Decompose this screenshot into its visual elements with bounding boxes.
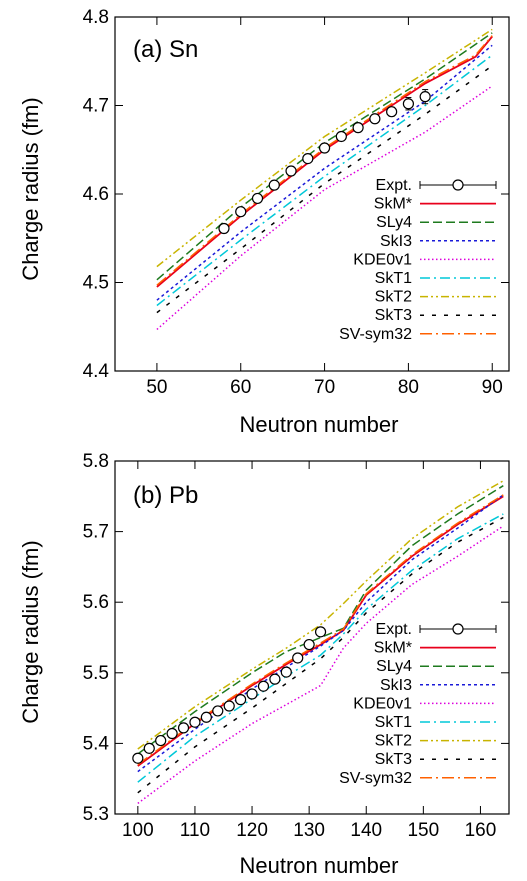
expt-point xyxy=(189,716,201,728)
legend-label: SLy4 xyxy=(376,658,412,675)
legend-label: KDE0v1 xyxy=(353,251,412,268)
y-tick-label: 4.8 xyxy=(83,7,109,28)
expt-point xyxy=(318,142,331,154)
series-line-skt2 xyxy=(156,28,493,268)
expt-point xyxy=(269,673,281,685)
expt-point xyxy=(352,122,364,134)
y-tick-label: 4.5 xyxy=(83,273,109,294)
legend-label: SkT1 xyxy=(375,270,412,287)
y-tick-label: 4.7 xyxy=(83,96,109,117)
expt-point xyxy=(177,722,190,734)
panel-label: (a) Sn xyxy=(133,36,198,63)
expt-point xyxy=(280,666,292,678)
expt-point xyxy=(314,626,327,638)
expt-point xyxy=(335,130,347,143)
series-line-skt3 xyxy=(137,516,504,794)
legend-label: SV-sym32 xyxy=(339,326,412,343)
expt-point xyxy=(302,153,314,165)
expt-point xyxy=(285,165,297,177)
legend-label: SkI3 xyxy=(380,233,412,250)
series-line-sly4 xyxy=(156,32,493,281)
expt-point xyxy=(166,727,178,740)
expt-point xyxy=(143,742,155,754)
x-tick-label: 150 xyxy=(407,820,439,841)
panel-sn: (a) Sn Neutron number Charge radius (fm)… xyxy=(18,7,510,437)
expt-point xyxy=(223,700,235,712)
series-line-sv-sym32 xyxy=(137,494,504,766)
expt-point xyxy=(386,106,398,118)
expt-point xyxy=(257,680,270,692)
x-tick-label: 130 xyxy=(293,820,325,841)
x-axis-label: Neutron number xyxy=(240,412,399,437)
series-line-kde0v1 xyxy=(156,85,493,330)
legend-label: SkT2 xyxy=(375,733,412,750)
legend-label: SkT1 xyxy=(375,714,412,731)
expt-point xyxy=(251,192,264,205)
series-line-skt1 xyxy=(156,54,493,307)
legend-marker xyxy=(452,623,464,635)
expt-point xyxy=(246,688,258,700)
series-line-ski3 xyxy=(137,494,504,773)
legend-label: SkM* xyxy=(374,640,412,657)
legend-label: KDE0v1 xyxy=(353,695,412,712)
expt-point xyxy=(218,222,230,235)
series-line-skt3 xyxy=(156,65,493,314)
x-tick-label: 80 xyxy=(398,377,419,398)
legend-label: SkM* xyxy=(374,196,412,213)
legend-label: SkT2 xyxy=(375,289,412,306)
plot-frame xyxy=(114,460,510,815)
x-tick-label: 110 xyxy=(180,820,210,841)
x-tick-label: 50 xyxy=(146,377,167,398)
legend-label: SV-sym32 xyxy=(339,770,412,787)
panel-label: (b) Pb xyxy=(133,482,198,509)
expt-point xyxy=(292,652,304,664)
x-axis-label: Neutron number xyxy=(240,853,399,878)
expt-point xyxy=(268,179,280,191)
expt-point xyxy=(155,734,167,747)
y-tick-label: 5.3 xyxy=(83,804,109,825)
x-tick-label: 160 xyxy=(465,820,497,841)
legend-marker xyxy=(452,179,464,191)
series-line-skt2 xyxy=(137,480,504,750)
legend-label: SLy4 xyxy=(376,214,412,231)
y-tick-label: 5.6 xyxy=(83,592,109,613)
expt-point xyxy=(402,98,415,110)
series-line-sv-sym32 xyxy=(156,35,493,286)
series-line-sly4 xyxy=(137,485,504,755)
expt-point xyxy=(369,113,381,125)
x-tick-label: 100 xyxy=(122,820,154,841)
y-axis-label: Charge radius (fm) xyxy=(18,97,43,280)
y-axis-label: Charge radius (fm) xyxy=(18,540,43,723)
y-tick-label: 5.5 xyxy=(83,663,109,684)
expt-point xyxy=(200,711,212,723)
x-tick-label: 60 xyxy=(230,377,251,398)
x-tick-label: 140 xyxy=(350,820,382,841)
legend-label: Expt. xyxy=(376,621,412,638)
legend-label: Expt. xyxy=(376,177,412,194)
series-line-skt1 xyxy=(137,513,504,783)
series-line-kde0v1 xyxy=(137,525,504,805)
legend-label: SkI3 xyxy=(380,677,412,694)
legend-label: SkT3 xyxy=(375,751,412,768)
y-tick-label: 5.4 xyxy=(83,733,110,754)
x-tick-label: 90 xyxy=(482,377,503,398)
x-tick-label: 120 xyxy=(236,820,268,841)
expt-point xyxy=(132,752,144,764)
series-line-skm- xyxy=(156,35,493,288)
y-tick-label: 5.8 xyxy=(83,451,109,472)
y-tick-label: 5.7 xyxy=(83,522,109,543)
expt-point xyxy=(235,694,247,706)
expt-point xyxy=(235,206,247,218)
expt-point xyxy=(303,638,315,651)
legend-label: SkT3 xyxy=(375,307,412,324)
expt-point xyxy=(419,91,431,103)
series-line-ski3 xyxy=(156,44,493,301)
expt-point xyxy=(212,705,224,717)
panel-pb: (b) Pb Neutron number Charge radius (fm)… xyxy=(18,451,510,878)
y-tick-label: 4.4 xyxy=(83,361,110,382)
x-tick-label: 70 xyxy=(314,377,335,398)
y-tick-label: 4.6 xyxy=(83,184,109,205)
